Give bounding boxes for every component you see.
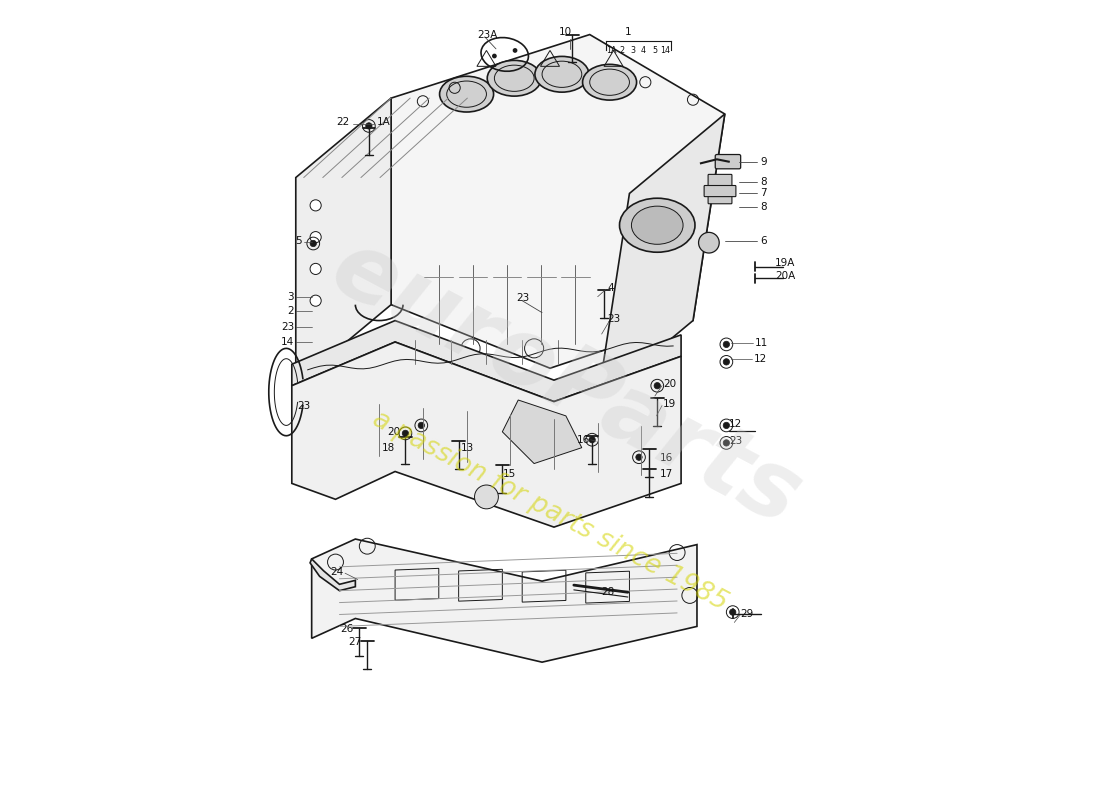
Ellipse shape (535, 57, 589, 92)
Polygon shape (503, 400, 582, 463)
Text: 20A: 20A (774, 271, 795, 281)
Ellipse shape (487, 60, 541, 96)
Text: 23: 23 (297, 402, 310, 411)
Text: 9: 9 (760, 157, 767, 166)
Text: 11: 11 (755, 338, 768, 348)
Text: euroParts: euroParts (316, 222, 816, 546)
Text: 20: 20 (663, 379, 675, 389)
Text: 16: 16 (660, 453, 673, 463)
Text: 29: 29 (740, 609, 754, 618)
Circle shape (636, 454, 642, 460)
Text: 3: 3 (630, 46, 636, 54)
Text: 14: 14 (660, 46, 670, 54)
Circle shape (310, 231, 321, 242)
Text: 1A: 1A (606, 46, 616, 54)
Ellipse shape (440, 76, 494, 112)
Polygon shape (597, 114, 725, 400)
Polygon shape (310, 559, 355, 590)
Circle shape (698, 232, 719, 253)
Text: 20: 20 (387, 426, 400, 437)
Circle shape (310, 263, 321, 274)
Circle shape (492, 54, 497, 58)
Circle shape (723, 358, 729, 365)
Text: 4: 4 (607, 283, 614, 293)
Polygon shape (292, 342, 681, 527)
Text: 13: 13 (461, 442, 474, 453)
FancyBboxPatch shape (704, 186, 736, 197)
FancyBboxPatch shape (715, 154, 740, 169)
Polygon shape (311, 539, 697, 662)
Circle shape (474, 485, 498, 509)
Text: 28: 28 (602, 587, 615, 598)
Polygon shape (392, 34, 725, 368)
Text: 6: 6 (760, 236, 767, 246)
Text: 26: 26 (341, 624, 354, 634)
Text: 5: 5 (652, 46, 657, 54)
Ellipse shape (583, 64, 637, 100)
Circle shape (418, 422, 425, 429)
Text: 10: 10 (559, 27, 572, 37)
Text: 15: 15 (503, 469, 516, 479)
Text: 23: 23 (280, 322, 294, 332)
Text: 2: 2 (287, 306, 294, 316)
FancyBboxPatch shape (708, 192, 732, 204)
Circle shape (513, 48, 517, 53)
FancyBboxPatch shape (708, 174, 732, 186)
Text: 3: 3 (287, 292, 294, 302)
Text: 16: 16 (576, 434, 590, 445)
Circle shape (723, 422, 729, 429)
Circle shape (365, 122, 372, 129)
Text: 12: 12 (754, 354, 767, 365)
Text: 1: 1 (625, 27, 631, 37)
Text: 22: 22 (337, 117, 350, 127)
Ellipse shape (631, 206, 683, 244)
Text: 18: 18 (382, 442, 395, 453)
Ellipse shape (619, 198, 695, 252)
Circle shape (310, 200, 321, 211)
Text: 27: 27 (349, 637, 362, 646)
Circle shape (723, 440, 729, 446)
Circle shape (403, 430, 408, 437)
Text: 12: 12 (728, 419, 743, 429)
Text: 14: 14 (280, 337, 294, 347)
Text: 23: 23 (728, 436, 743, 446)
Text: 8: 8 (760, 202, 767, 212)
Circle shape (654, 382, 660, 389)
Text: 8: 8 (760, 177, 767, 186)
Text: 4: 4 (641, 46, 646, 54)
Text: 23: 23 (517, 294, 530, 303)
Text: 1A: 1A (377, 117, 390, 127)
Text: 17: 17 (660, 469, 673, 479)
Text: 5: 5 (296, 236, 303, 246)
Circle shape (729, 609, 736, 615)
Polygon shape (296, 98, 392, 384)
Circle shape (588, 437, 595, 443)
Circle shape (310, 240, 317, 246)
Text: 23A: 23A (477, 30, 497, 39)
Text: 24: 24 (330, 566, 343, 577)
Polygon shape (292, 321, 681, 402)
Text: 19A: 19A (774, 258, 795, 268)
Text: 23: 23 (607, 314, 620, 324)
Text: 19: 19 (663, 399, 676, 409)
Circle shape (723, 342, 729, 347)
Text: a passion for parts since 1985: a passion for parts since 1985 (368, 406, 732, 616)
Text: 7: 7 (760, 189, 767, 198)
Text: 2: 2 (619, 46, 625, 54)
Circle shape (310, 295, 321, 306)
